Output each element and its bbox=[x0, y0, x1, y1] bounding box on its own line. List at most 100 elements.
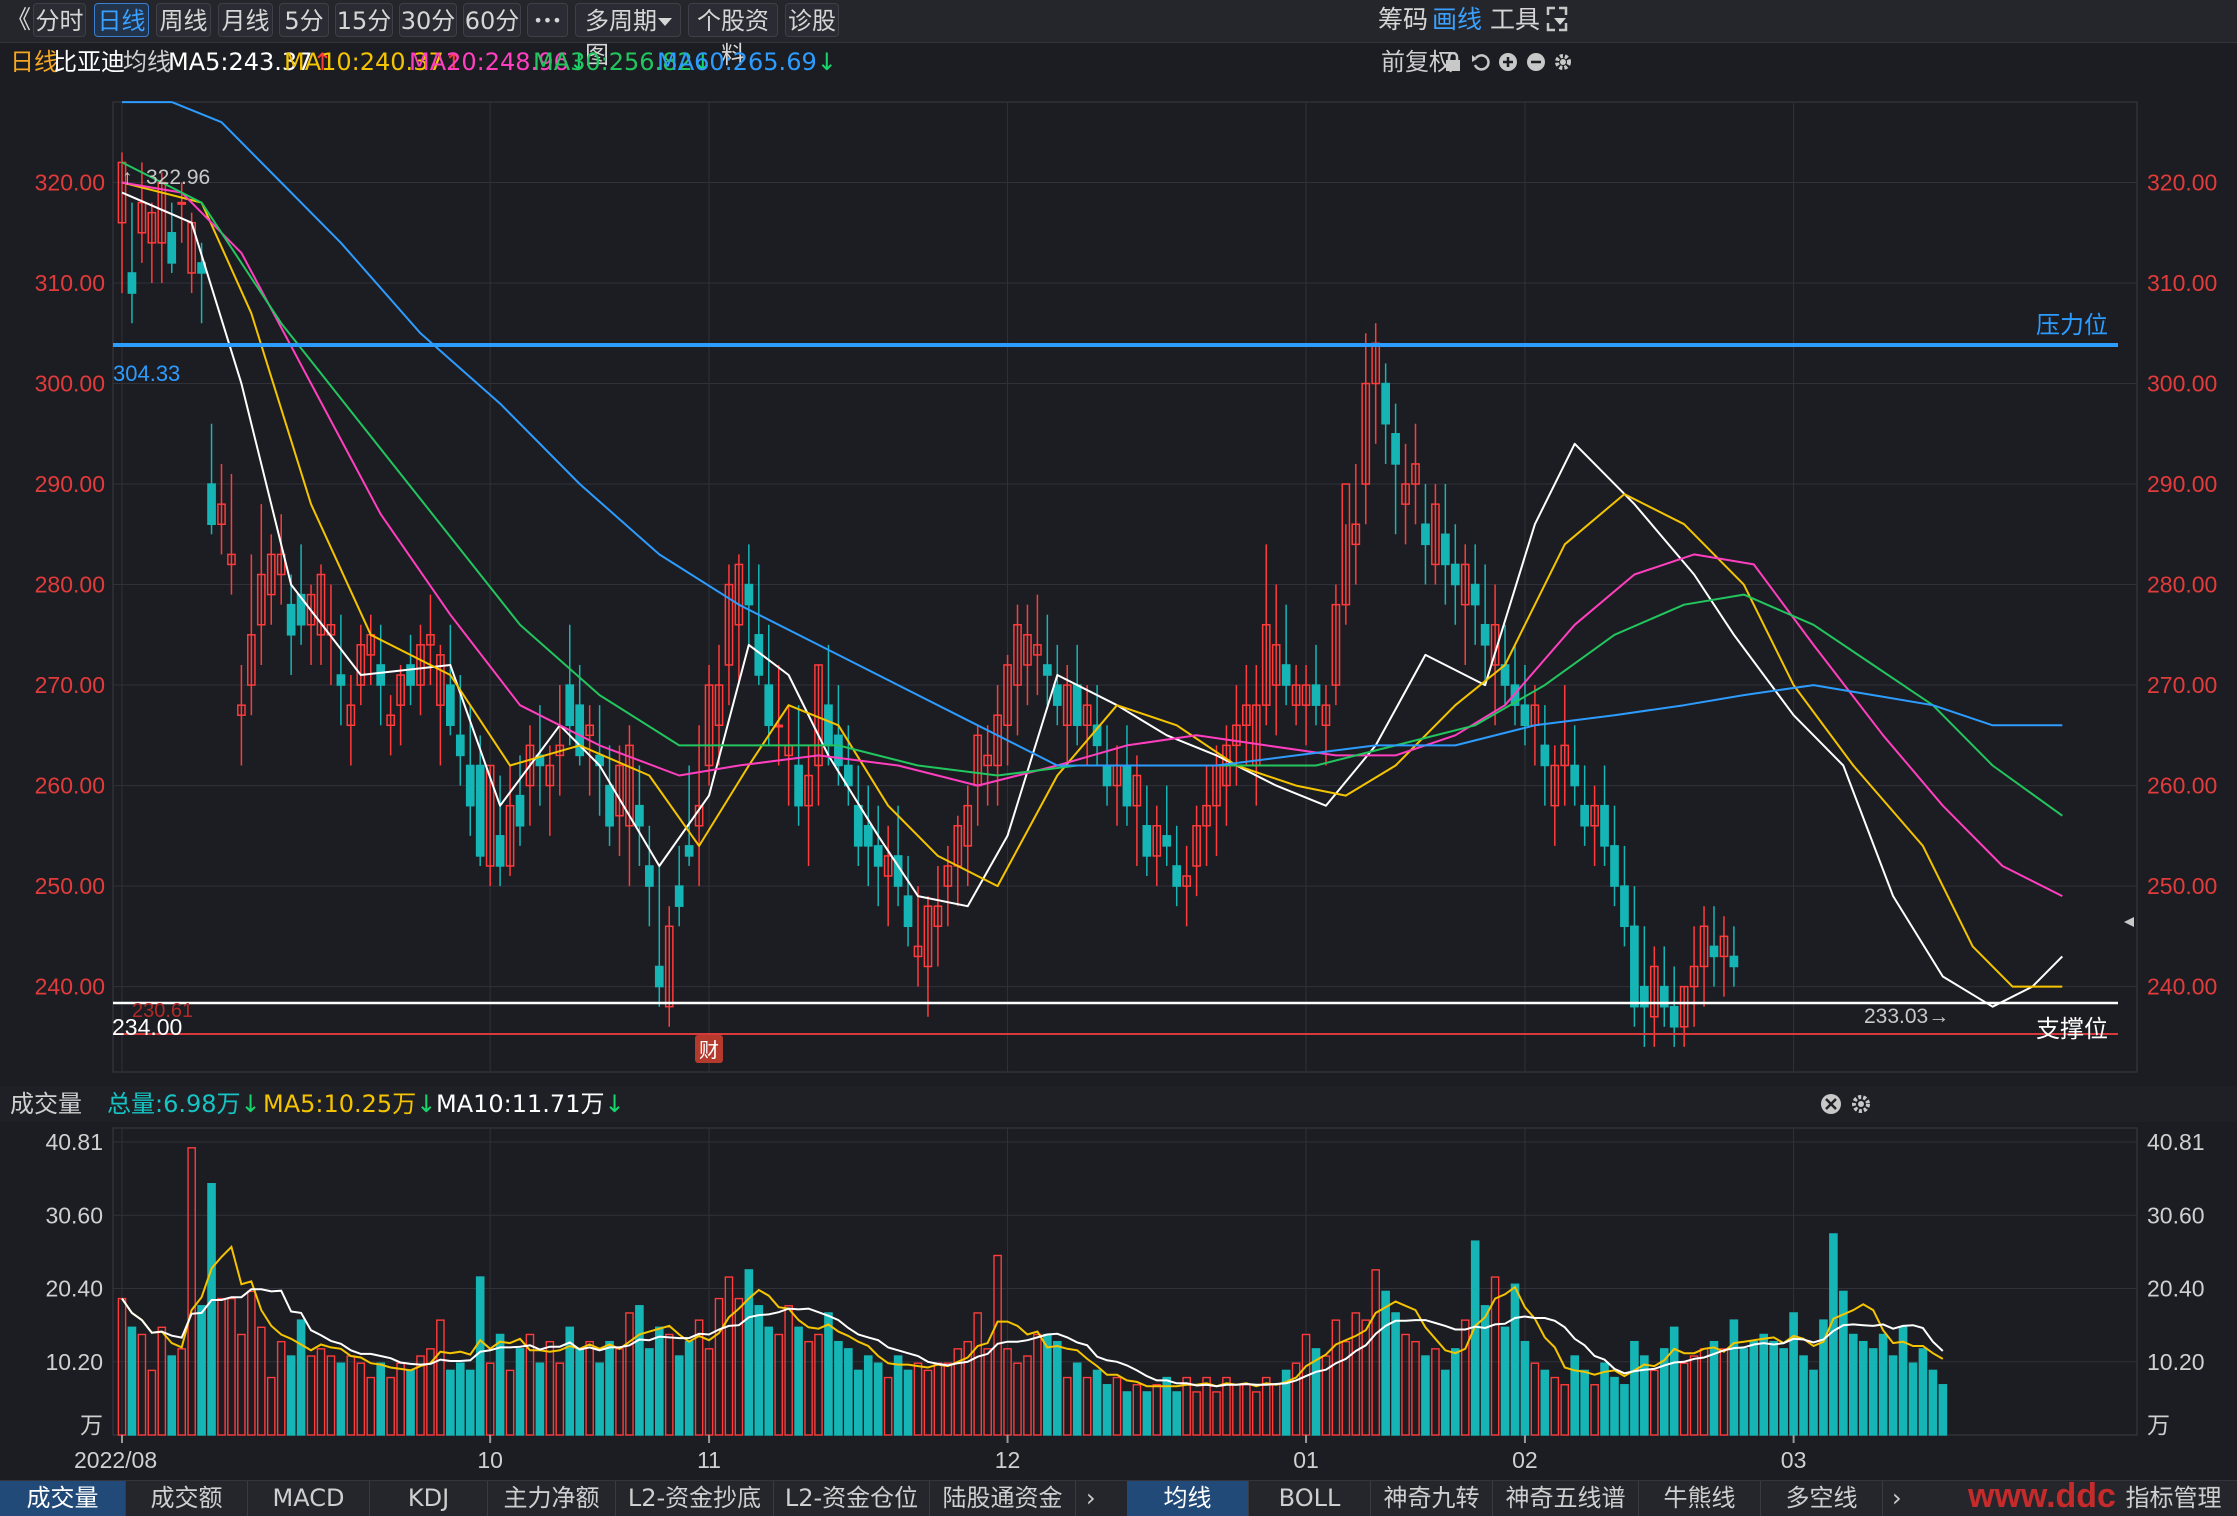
volume-bar[interactable] bbox=[933, 1362, 943, 1436]
volume-bar[interactable] bbox=[664, 1333, 674, 1436]
volume-bar[interactable] bbox=[1789, 1312, 1798, 1436]
candle[interactable] bbox=[1072, 684, 1082, 727]
volume-bar[interactable] bbox=[336, 1362, 346, 1436]
tab-northbound[interactable]: 陆股通资金 bbox=[930, 1481, 1076, 1516]
candle[interactable] bbox=[525, 744, 535, 787]
candle[interactable] bbox=[1102, 764, 1112, 787]
candle[interactable] bbox=[1411, 463, 1420, 485]
volume-bar[interactable] bbox=[386, 1376, 395, 1436]
candle[interactable] bbox=[575, 704, 585, 757]
volume-bar[interactable] bbox=[1898, 1326, 1908, 1436]
volume-bar[interactable] bbox=[1560, 1384, 1570, 1436]
volume-bar[interactable] bbox=[774, 1333, 783, 1436]
volume-bar[interactable] bbox=[535, 1362, 545, 1436]
candle[interactable] bbox=[376, 664, 386, 686]
candle[interactable] bbox=[1281, 664, 1291, 686]
tab-kdj[interactable]: KDJ bbox=[370, 1481, 488, 1516]
tab-boll[interactable]: BOLL bbox=[1249, 1481, 1371, 1516]
candle[interactable] bbox=[147, 211, 157, 244]
candle[interactable] bbox=[1043, 664, 1052, 676]
candle[interactable] bbox=[177, 201, 187, 205]
candle[interactable] bbox=[923, 905, 933, 968]
volume-bar[interactable] bbox=[1212, 1391, 1221, 1436]
volume-bar[interactable] bbox=[1162, 1376, 1172, 1436]
volume-bar[interactable] bbox=[1401, 1333, 1410, 1436]
volume-bar[interactable] bbox=[784, 1305, 793, 1436]
volume-bar[interactable] bbox=[1371, 1269, 1380, 1436]
volume-bar[interactable] bbox=[724, 1276, 734, 1436]
volume-bar[interactable] bbox=[1361, 1319, 1371, 1436]
candle[interactable] bbox=[1679, 985, 1689, 1028]
volume-bar[interactable] bbox=[1570, 1355, 1579, 1436]
candle[interactable] bbox=[346, 704, 356, 727]
volume-bar[interactable] bbox=[903, 1369, 913, 1436]
indicator-manage-button[interactable]: 指标管理 bbox=[2125, 1484, 2222, 1512]
volume-bar[interactable] bbox=[1839, 1290, 1848, 1436]
volume-bar[interactable] bbox=[1271, 1384, 1281, 1436]
volume-bar[interactable] bbox=[1122, 1391, 1132, 1436]
volume-bar[interactable] bbox=[1172, 1391, 1181, 1436]
candle[interactable] bbox=[1630, 925, 1639, 1008]
volume-bar[interactable] bbox=[326, 1355, 336, 1436]
candle[interactable] bbox=[465, 764, 475, 807]
volume-bar[interactable] bbox=[366, 1376, 376, 1436]
volume-bar[interactable] bbox=[1431, 1348, 1440, 1436]
volume-bar[interactable] bbox=[545, 1340, 555, 1436]
candle[interactable] bbox=[1331, 603, 1341, 686]
candle[interactable] bbox=[1570, 764, 1580, 787]
volume-bar[interactable] bbox=[1222, 1376, 1231, 1436]
volume-bar[interactable] bbox=[1441, 1369, 1450, 1436]
chevron-right-icon[interactable]: › bbox=[1892, 1484, 1902, 1512]
candle[interactable] bbox=[1610, 845, 1619, 887]
volume-bar[interactable] bbox=[1460, 1319, 1470, 1436]
volume-bar[interactable] bbox=[1500, 1326, 1510, 1436]
candle[interactable] bbox=[1162, 835, 1172, 847]
candle[interactable] bbox=[844, 764, 853, 787]
candle[interactable] bbox=[1391, 433, 1400, 465]
volume-bar[interactable] bbox=[1490, 1276, 1500, 1436]
candle[interactable] bbox=[545, 764, 555, 787]
gear-icon[interactable] bbox=[1553, 52, 1573, 72]
volume-bar[interactable] bbox=[316, 1348, 326, 1436]
volume-bar[interactable] bbox=[376, 1362, 386, 1436]
candle[interactable] bbox=[1341, 483, 1351, 606]
volume-bar[interactable] bbox=[854, 1369, 863, 1436]
volume-bar[interactable] bbox=[714, 1297, 724, 1436]
candle[interactable] bbox=[1381, 382, 1391, 425]
volume-bar[interactable] bbox=[406, 1369, 415, 1436]
volume-bar[interactable] bbox=[605, 1340, 614, 1436]
candle[interactable] bbox=[1441, 533, 1450, 566]
volume-bar[interactable] bbox=[1321, 1355, 1331, 1436]
volume-bar[interactable] bbox=[1709, 1340, 1719, 1436]
volume-bar[interactable] bbox=[814, 1333, 823, 1436]
candle[interactable] bbox=[1640, 985, 1649, 1008]
volume-bar[interactable] bbox=[1918, 1348, 1928, 1436]
volume-bar[interactable] bbox=[456, 1362, 465, 1436]
candle[interactable] bbox=[455, 734, 465, 757]
volume-bar[interactable] bbox=[525, 1333, 535, 1436]
candle[interactable] bbox=[1669, 1005, 1679, 1028]
volume-bar[interactable] bbox=[595, 1362, 604, 1436]
candle[interactable] bbox=[1301, 684, 1311, 706]
volume-bar[interactable] bbox=[1182, 1376, 1191, 1436]
volume-bar[interactable] bbox=[1261, 1376, 1271, 1436]
volume-bar[interactable] bbox=[1331, 1319, 1341, 1436]
candle[interactable] bbox=[266, 553, 276, 596]
candle[interactable] bbox=[1062, 684, 1072, 727]
volume-bar[interactable] bbox=[883, 1376, 893, 1436]
candle[interactable] bbox=[734, 563, 744, 626]
chips-button[interactable]: 筹码 bbox=[1378, 5, 1429, 34]
candle[interactable] bbox=[1142, 825, 1152, 857]
volume-bar[interactable] bbox=[1858, 1340, 1868, 1436]
candle[interactable] bbox=[505, 804, 515, 867]
volume-bar[interactable] bbox=[257, 1326, 266, 1436]
volume-bar[interactable] bbox=[1829, 1233, 1838, 1436]
volume-bar[interactable] bbox=[1142, 1391, 1152, 1436]
candle[interactable] bbox=[1460, 563, 1470, 606]
volume-bar[interactable] bbox=[1391, 1312, 1400, 1436]
candle[interactable] bbox=[336, 674, 346, 686]
volume-bar[interactable] bbox=[794, 1326, 803, 1436]
multi-period-dropdown[interactable]: 多周期图 bbox=[575, 3, 681, 69]
candle[interactable] bbox=[416, 644, 425, 686]
tab-intraday[interactable]: 分时 bbox=[33, 3, 86, 37]
